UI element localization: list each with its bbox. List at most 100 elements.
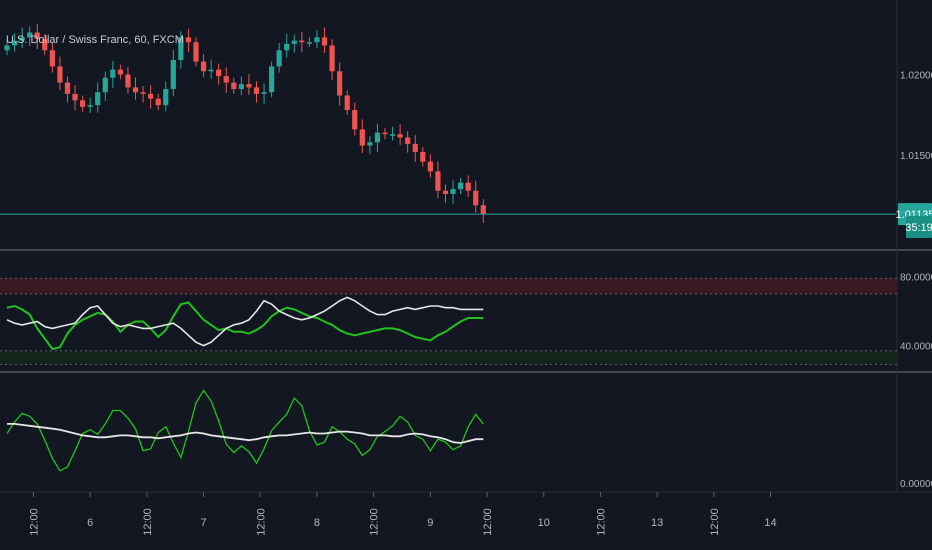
candle-body — [193, 42, 199, 62]
candle-body — [34, 32, 40, 39]
oscillator2-white-line — [7, 422, 484, 444]
time-tick-label: 7 — [200, 517, 206, 529]
candle-body — [11, 40, 18, 46]
oscillator1-white-line — [6, 296, 484, 347]
time-tick-label: 12:00 — [255, 508, 267, 536]
candle-body — [170, 59, 176, 90]
candle-body — [102, 77, 108, 93]
candle-body — [405, 137, 411, 144]
time-tick-label: 12:00 — [709, 508, 721, 536]
chart-title: U.S. Dollar / Swiss Franc, 60, FXCM — [6, 34, 184, 46]
time-tick-label: 8 — [314, 517, 320, 529]
candle-body — [306, 42, 312, 44]
candle-body — [389, 134, 396, 136]
candle-body — [269, 66, 275, 93]
candle-body — [19, 37, 25, 41]
time-tick-label: 12:00 — [595, 508, 607, 536]
candle-body — [397, 134, 403, 138]
candle-body — [276, 50, 282, 67]
candle-body — [208, 69, 214, 72]
price-scale[interactable]: 1.02000 1.01500 80.00000 40.00000 0.00000 — [900, 71, 932, 491]
time-tick-label: 12:00 — [28, 508, 40, 536]
candle-body — [337, 71, 343, 96]
oscillator-pane-2[interactable] — [6, 389, 484, 472]
time-axis[interactable]: 12:00 6 12:00 7 12:00 8 12:00 9 12:00 10 12:00 13 12… — [28, 492, 777, 536]
candle-body — [110, 69, 116, 78]
candle-body — [132, 87, 139, 93]
candle-body — [125, 74, 131, 88]
candle-body — [458, 182, 464, 190]
price-pane[interactable]: U.S. Dollar / Swiss Franc, 60, FXCM — [0, 23, 897, 223]
time-tick-label: 12:00 — [142, 508, 154, 536]
time-tick-label: 12:00 — [369, 508, 381, 536]
candle-body — [72, 93, 78, 101]
candle-body — [216, 69, 222, 77]
candle-body — [473, 190, 479, 206]
oscillator2-green-line — [6, 389, 484, 472]
candle-body — [382, 132, 388, 135]
candle-body — [140, 92, 146, 94]
candle-body — [80, 100, 86, 107]
candle-body — [185, 37, 192, 43]
candle-body — [435, 171, 441, 191]
candle-body — [261, 92, 267, 94]
time-tick-label: 12:00 — [482, 508, 494, 536]
oscillator1-tick-label: 40.00000 — [900, 342, 932, 353]
candle-body — [359, 129, 365, 146]
candle-body — [427, 161, 433, 172]
candle-body — [42, 38, 48, 51]
time-tick-label: 9 — [427, 517, 433, 529]
candle-body — [246, 84, 252, 88]
candle-body — [95, 92, 101, 106]
candle-body — [412, 143, 418, 152]
candle-body — [163, 89, 169, 106]
candle-body — [200, 61, 207, 72]
candle-body — [299, 40, 305, 43]
candle-body — [291, 40, 297, 44]
oscillator-pane-1[interactable] — [0, 277, 897, 366]
candles — [4, 23, 486, 223]
candle-body — [4, 45, 10, 51]
candle-body — [155, 98, 161, 106]
candle-body — [314, 37, 320, 43]
time-tick-label: 6 — [87, 517, 93, 529]
candle-body — [442, 190, 449, 194]
oscillator1-green-line — [6, 301, 484, 351]
candle-body — [420, 151, 426, 162]
candle-body — [64, 82, 71, 94]
candle-body — [321, 37, 328, 46]
candle-body — [352, 110, 358, 130]
price-tick-label: 1.01500 — [900, 151, 932, 162]
oversold-zone — [0, 350, 897, 365]
candle-body — [57, 66, 63, 83]
time-tick-label: 13 — [651, 517, 663, 529]
candle-body — [450, 189, 456, 194]
candle-body — [480, 205, 486, 215]
candle-body — [223, 76, 229, 83]
candle-body — [465, 182, 471, 191]
candle-body — [117, 69, 123, 75]
countdown-label: 35:19 — [905, 222, 932, 234]
candle-body — [178, 37, 184, 60]
price-tick-label: 1.02000 — [900, 71, 932, 82]
overbought-zone — [0, 278, 897, 294]
oscillator1-tick-label: 80.00000 — [900, 273, 932, 284]
oscillator2-tick-label: 0.00000 — [900, 479, 932, 490]
countdown-badge: 35:19 — [905, 216, 932, 238]
candle-body — [284, 43, 290, 51]
candle-body — [329, 45, 335, 72]
candle-body — [253, 87, 260, 94]
candle-body — [27, 32, 33, 38]
candle-body — [148, 93, 154, 99]
candle-body — [374, 132, 381, 143]
candle-body — [87, 105, 93, 107]
candle-body — [231, 82, 237, 90]
candle-body — [367, 142, 373, 146]
time-tick-label: 14 — [764, 517, 776, 529]
candle-body — [344, 95, 350, 111]
candle-body — [238, 84, 244, 90]
candle-body — [49, 50, 55, 67]
time-tick-label: 10 — [538, 517, 550, 529]
